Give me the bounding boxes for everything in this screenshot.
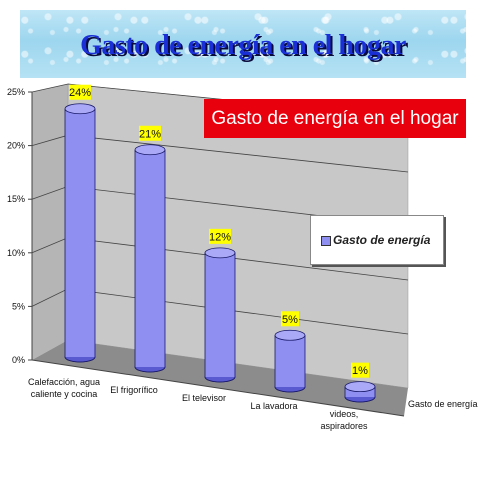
bar-body — [65, 108, 95, 358]
x-tick-label: Calefacción, agua — [28, 377, 100, 387]
legend: Gasto de energía — [310, 215, 444, 265]
bar-top — [344, 381, 376, 393]
data-label-box — [351, 362, 369, 378]
bar-base-edge — [204, 376, 236, 383]
data-label: 24% — [69, 84, 91, 100]
x-tick-label: La lavadora — [250, 401, 297, 411]
bar-body — [205, 252, 235, 377]
x-tick-label: videos, — [330, 409, 359, 419]
data-label: 1% — [351, 362, 369, 378]
bar-top — [204, 247, 236, 259]
bar-base-edge — [134, 366, 166, 373]
legend-entry: Gasto de energía — [333, 233, 431, 247]
data-label-text: 5% — [282, 314, 298, 326]
y-tick-label: 20% — [7, 141, 25, 151]
data-label-text: 24% — [69, 87, 91, 99]
x-tick-label: caliente y cocina — [31, 389, 98, 399]
x-tick-label: aspiradores — [320, 421, 368, 431]
bar-base-edge — [64, 356, 96, 363]
x-tick-label: El televisor — [182, 393, 226, 403]
depth-axis-label: Gasto de energía — [408, 399, 478, 409]
bar-body — [275, 335, 305, 387]
data-label-text: 21% — [139, 128, 161, 140]
data-label-box — [209, 228, 231, 244]
bars — [64, 103, 376, 403]
page-title: Gasto de energía en el hogar — [80, 30, 406, 61]
bar-top — [64, 103, 96, 115]
data-label: 21% — [139, 125, 161, 141]
bar — [64, 103, 96, 363]
y-axis-ticks: 0% 5% 10% 15% 20% 25% — [7, 87, 32, 365]
data-label-box — [69, 84, 91, 100]
side-wall — [32, 84, 68, 360]
y-tick-label: 5% — [12, 301, 25, 311]
bar-top — [274, 329, 306, 341]
bar-body — [135, 149, 165, 367]
y-tick-label: 25% — [7, 87, 25, 97]
legend-swatch — [321, 236, 331, 246]
x-tick-label: El frigorífico — [110, 385, 158, 395]
data-label-text: 1% — [352, 365, 368, 377]
bar-top — [134, 144, 166, 156]
y-tick-label: 15% — [7, 194, 25, 204]
bar — [274, 329, 306, 393]
y-tick-label: 0% — [12, 355, 25, 365]
chart-title: Gasto de energía en el hogar — [204, 99, 466, 138]
data-label: 5% — [281, 311, 299, 327]
y-tick-label: 10% — [7, 248, 25, 258]
x-axis-labels: Calefacción, agua caliente y cocina El fri… — [28, 377, 368, 431]
bar — [344, 381, 376, 403]
data-label-box — [281, 311, 299, 327]
data-label-box — [139, 125, 161, 141]
bar — [134, 144, 166, 373]
title-banner: Gasto de energía en el hogar — [20, 10, 466, 78]
data-labels: 24% 21% 12% 5% 1% — [69, 84, 369, 378]
bar — [204, 247, 236, 383]
bar-base-edge — [344, 396, 376, 403]
data-label: 12% — [209, 228, 231, 244]
bar-base-edge — [274, 386, 306, 393]
data-label-text: 12% — [209, 231, 231, 243]
x-axis-line — [31, 359, 405, 417]
